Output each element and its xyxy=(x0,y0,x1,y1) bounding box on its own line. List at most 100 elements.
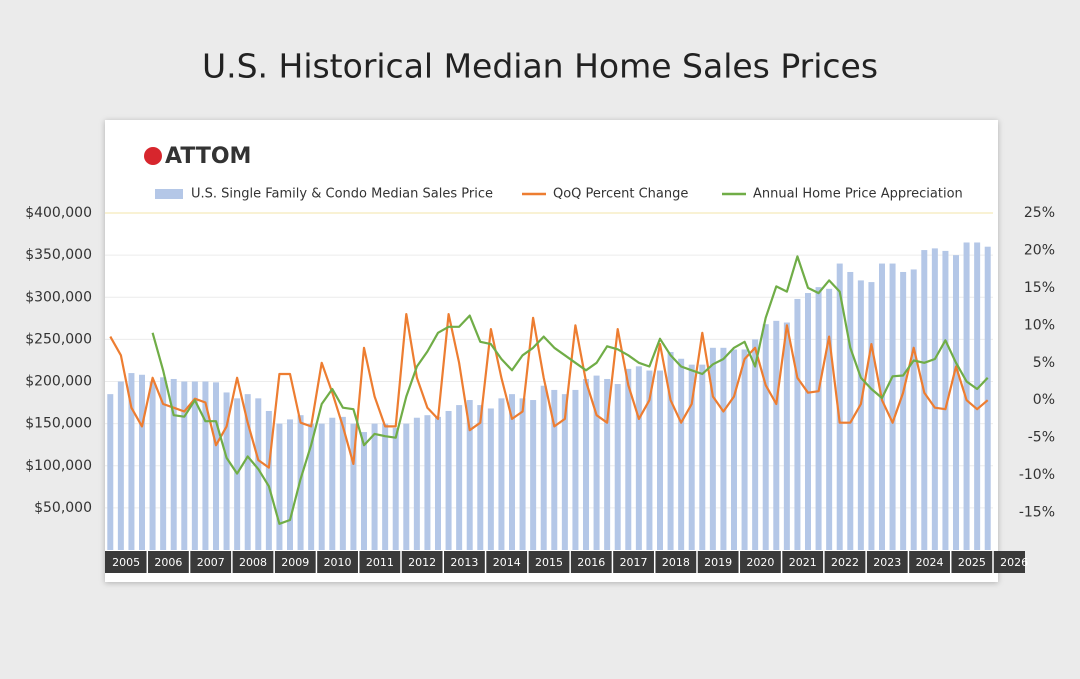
bar xyxy=(561,394,568,550)
bar xyxy=(699,364,706,550)
x-tick-label: 2021 xyxy=(789,556,817,569)
x-tick-label: 2013 xyxy=(450,556,478,569)
logo-icon xyxy=(144,147,162,165)
chart-title: U.S. Historical Median Home Sales Prices xyxy=(202,47,878,86)
x-tick-label: 2010 xyxy=(324,556,352,569)
bar xyxy=(868,282,875,550)
y2-tick-label: 15% xyxy=(1024,280,1055,296)
x-tick-label: 2007 xyxy=(197,556,225,569)
bar xyxy=(889,263,896,550)
bar xyxy=(667,352,674,550)
x-tick-label: 2015 xyxy=(535,556,563,569)
bar xyxy=(191,381,198,550)
y-tick-label: $200,000 xyxy=(25,374,92,390)
bar xyxy=(318,423,325,550)
bar xyxy=(826,288,833,550)
bar xyxy=(709,347,716,550)
y-tick-label: $150,000 xyxy=(25,416,92,432)
bar xyxy=(128,373,135,550)
bar xyxy=(244,394,251,550)
bar xyxy=(963,242,970,551)
bar xyxy=(149,381,156,550)
y-tick-label: $100,000 xyxy=(25,458,92,474)
x-tick-label: 2005 xyxy=(112,556,140,569)
bar xyxy=(805,293,811,550)
bar xyxy=(847,271,854,550)
bar xyxy=(593,375,600,550)
bar xyxy=(773,320,780,550)
bar xyxy=(604,378,611,550)
bar xyxy=(435,416,441,550)
bar xyxy=(836,263,843,550)
x-tick-label: 2026 xyxy=(1000,556,1028,569)
bar xyxy=(487,408,494,550)
bar xyxy=(783,322,790,550)
bar xyxy=(107,394,114,550)
y2-tick-label: -10% xyxy=(1019,467,1055,483)
bar xyxy=(794,298,801,550)
x-tick-label: 2019 xyxy=(704,556,732,569)
bar xyxy=(519,398,526,550)
y-tick-label: $400,000 xyxy=(25,205,92,221)
bar xyxy=(741,349,748,550)
y2-tick-label: -15% xyxy=(1019,505,1055,521)
bar xyxy=(614,384,621,550)
bar xyxy=(139,374,145,550)
y-tick-label: $250,000 xyxy=(25,331,92,347)
bar xyxy=(170,378,177,550)
bar xyxy=(540,385,547,550)
x-tick-label: 2014 xyxy=(493,556,521,569)
bar xyxy=(339,416,346,550)
bar xyxy=(635,366,642,550)
bar xyxy=(265,410,272,550)
y2-tick-label: 20% xyxy=(1024,242,1055,258)
bar xyxy=(403,423,410,550)
x-tick-label: 2020 xyxy=(746,556,774,569)
bar xyxy=(308,423,315,550)
bar xyxy=(857,280,864,550)
bar xyxy=(657,370,663,550)
bar xyxy=(477,405,484,550)
bar xyxy=(287,419,293,550)
x-tick-label: 2009 xyxy=(281,556,309,569)
bar xyxy=(762,324,769,550)
x-tick-label: 2018 xyxy=(662,556,690,569)
bar xyxy=(350,423,357,550)
bar xyxy=(910,269,917,550)
legend-label: Annual Home Price Appreciation xyxy=(753,187,963,202)
y-tick-label: $50,000 xyxy=(34,500,92,516)
y-tick-label: $350,000 xyxy=(25,247,92,263)
bar xyxy=(879,263,885,550)
bar xyxy=(953,255,959,550)
bar xyxy=(752,339,759,550)
y-tick-label: $300,000 xyxy=(25,289,92,305)
bar xyxy=(456,405,463,550)
bar xyxy=(731,349,737,550)
bar xyxy=(551,389,558,550)
y2-tick-label: 25% xyxy=(1024,205,1055,221)
bar xyxy=(160,377,167,550)
x-tick-label: 2016 xyxy=(577,556,605,569)
bar xyxy=(509,394,515,550)
x-tick-label: 2012 xyxy=(408,556,436,569)
bar xyxy=(530,400,537,550)
logo-text: ATTOM xyxy=(165,144,251,169)
bar xyxy=(445,410,452,550)
x-tick-label: 2025 xyxy=(958,556,986,569)
year-axis xyxy=(105,551,1025,573)
x-tick-label: 2024 xyxy=(916,556,944,569)
x-tick-label: 2022 xyxy=(831,556,859,569)
bar xyxy=(276,423,283,550)
x-tick-label: 2017 xyxy=(620,556,648,569)
bar xyxy=(688,364,695,550)
x-tick-label: 2008 xyxy=(239,556,267,569)
bar xyxy=(498,398,505,550)
legend-label: QoQ Percent Change xyxy=(553,187,688,202)
bar xyxy=(202,381,209,550)
bar xyxy=(984,246,991,550)
bar xyxy=(720,347,727,550)
bar xyxy=(371,423,378,550)
bar xyxy=(815,287,822,550)
